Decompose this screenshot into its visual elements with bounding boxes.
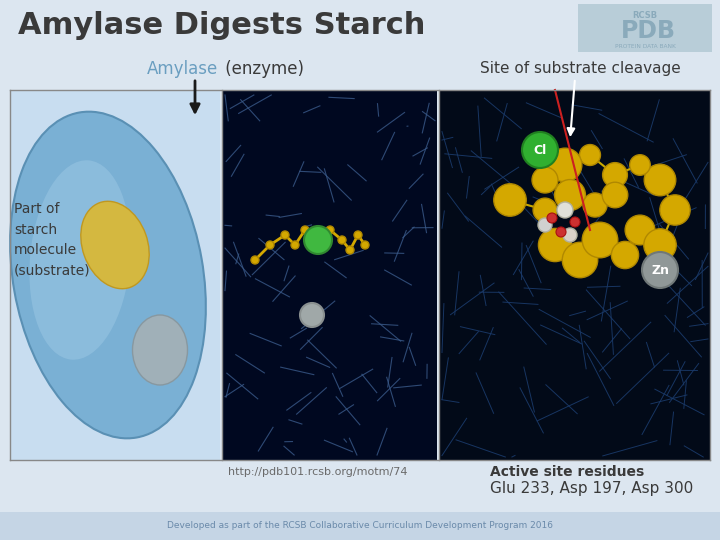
Text: Cl: Cl xyxy=(534,144,546,157)
Ellipse shape xyxy=(81,201,149,289)
Circle shape xyxy=(630,155,650,176)
Circle shape xyxy=(338,236,346,244)
Circle shape xyxy=(580,145,600,165)
Text: (enzyme): (enzyme) xyxy=(220,60,304,78)
Text: Active site residues: Active site residues xyxy=(490,465,644,479)
Circle shape xyxy=(570,217,580,227)
Bar xyxy=(10,90,220,460)
Circle shape xyxy=(625,215,655,245)
Bar xyxy=(222,90,437,460)
Text: PDB: PDB xyxy=(621,19,675,43)
Circle shape xyxy=(300,303,324,327)
Circle shape xyxy=(583,193,607,217)
Bar xyxy=(439,90,710,460)
Circle shape xyxy=(554,180,585,211)
Circle shape xyxy=(266,241,274,249)
Text: Zn: Zn xyxy=(651,264,669,276)
Ellipse shape xyxy=(132,315,187,385)
Circle shape xyxy=(563,228,577,242)
Circle shape xyxy=(644,229,676,261)
Text: http://pdb101.rcsb.org/motm/74: http://pdb101.rcsb.org/motm/74 xyxy=(228,467,408,477)
Circle shape xyxy=(557,202,573,218)
Circle shape xyxy=(533,198,557,222)
Circle shape xyxy=(314,236,322,244)
Text: Glu 233, Asp 197, Asp 300: Glu 233, Asp 197, Asp 300 xyxy=(490,481,693,496)
Ellipse shape xyxy=(10,112,206,438)
Circle shape xyxy=(251,256,259,264)
Circle shape xyxy=(326,226,334,234)
Circle shape xyxy=(354,231,362,239)
Circle shape xyxy=(522,132,558,168)
Circle shape xyxy=(602,182,628,208)
Text: RCSB: RCSB xyxy=(632,11,657,21)
Circle shape xyxy=(532,167,558,193)
Text: Amylase: Amylase xyxy=(147,60,218,78)
Circle shape xyxy=(539,228,572,261)
Bar xyxy=(0,512,720,540)
Circle shape xyxy=(644,164,676,196)
Circle shape xyxy=(301,226,309,234)
Circle shape xyxy=(660,195,690,225)
Circle shape xyxy=(304,226,332,254)
Text: Developed as part of the RCSB Collaborative Curriculum Development Program 2016: Developed as part of the RCSB Collaborat… xyxy=(167,522,553,530)
Circle shape xyxy=(548,148,582,182)
Circle shape xyxy=(538,218,552,232)
Circle shape xyxy=(582,222,618,258)
Text: Part of
starch
molecule
(substrate): Part of starch molecule (substrate) xyxy=(14,202,91,278)
Circle shape xyxy=(603,163,627,187)
Circle shape xyxy=(611,241,639,268)
Circle shape xyxy=(346,246,354,254)
Circle shape xyxy=(361,241,369,249)
Text: Site of substrate cleavage: Site of substrate cleavage xyxy=(480,62,680,77)
Circle shape xyxy=(281,231,289,239)
Bar xyxy=(0,0,720,50)
Circle shape xyxy=(547,213,557,223)
Bar xyxy=(578,4,712,52)
Ellipse shape xyxy=(30,160,130,360)
Text: PROTEIN DATA BANK: PROTEIN DATA BANK xyxy=(615,44,675,49)
Text: Amylase Digests Starch: Amylase Digests Starch xyxy=(18,10,426,39)
Circle shape xyxy=(494,184,526,216)
Circle shape xyxy=(556,227,566,237)
Circle shape xyxy=(642,252,678,288)
Circle shape xyxy=(291,241,299,249)
Circle shape xyxy=(562,242,598,278)
